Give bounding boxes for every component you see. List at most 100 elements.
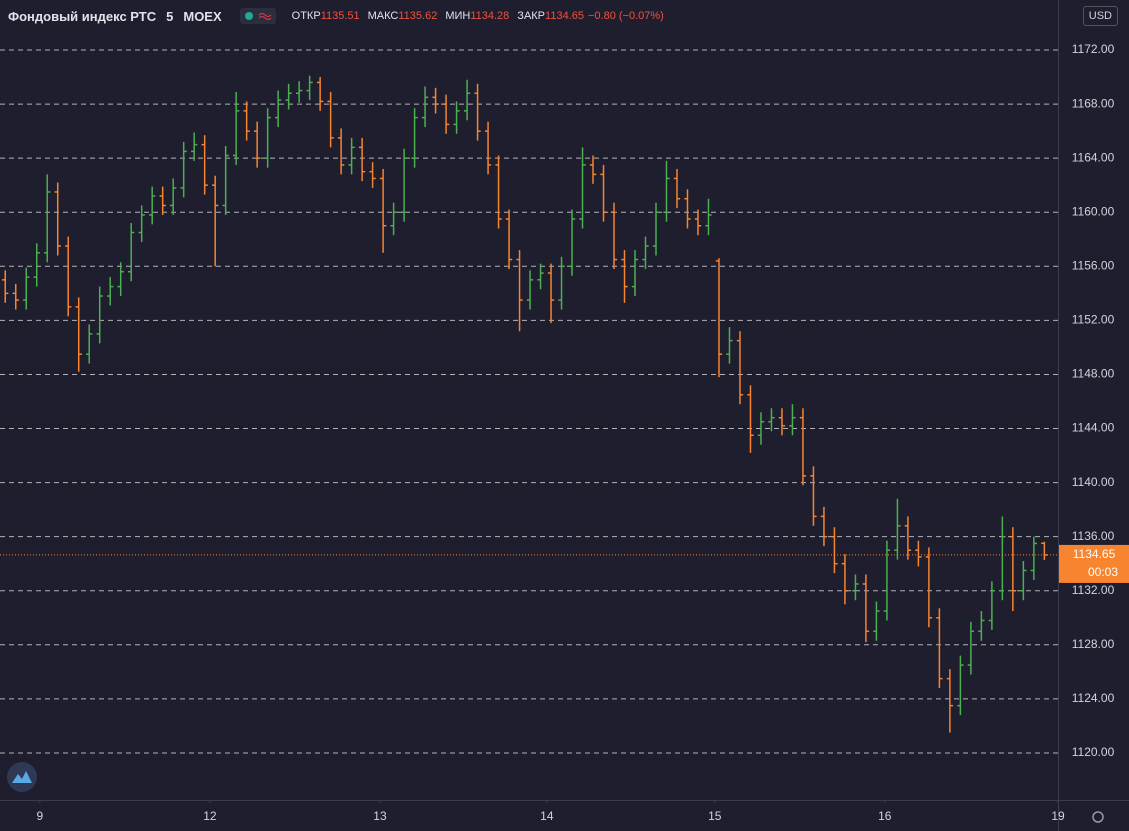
ohlc-bar: [936, 608, 943, 689]
ohlc-bar: [673, 168, 681, 209]
status-svg[interactable]: [244, 10, 272, 22]
ohlc-bar: [768, 408, 775, 432]
ohlc-bar: [484, 121, 492, 175]
ohlc-bar: [1009, 527, 1017, 612]
y-tick-label: 1148.00: [1072, 367, 1115, 381]
ohlc-bar: [799, 408, 807, 486]
close-label: ЗАКР: [517, 10, 546, 22]
ohlc-bar: [789, 404, 796, 436]
ohlc-bar: [86, 324, 93, 364]
low-value: 1134.28: [470, 10, 510, 22]
ohlc-bar: [306, 75, 313, 101]
x-tick-label: 19: [1051, 809, 1065, 823]
y-tick-label: 1164.00: [1072, 150, 1115, 164]
ohlc-bar: [810, 466, 817, 526]
ohlc-bar: [610, 202, 618, 270]
symbol-title: Фондовый индекс РТС: [8, 8, 157, 24]
low-label: МИН: [445, 10, 471, 22]
ohlc-bar: [33, 243, 40, 287]
ohlc-bar: [957, 655, 964, 716]
ohlc-bar: [128, 223, 135, 282]
ohlc-bar: [600, 164, 607, 222]
ohlc-bar: [180, 141, 187, 198]
y-tick-label: 1136.00: [1072, 529, 1115, 543]
x-tick-label: 15: [708, 809, 722, 823]
gear[interactable]: [1092, 811, 1104, 823]
ohlc-bar: [820, 506, 828, 547]
logo-circle[interactable]: [7, 762, 37, 792]
ohlc-bar: [295, 81, 303, 103]
ohlc-bar: [747, 385, 754, 453]
ohlc-bar: [400, 148, 408, 222]
ohlc-bar: [212, 175, 219, 267]
y-tick-label: 1140.00: [1072, 475, 1115, 489]
ohlc-bar: [715, 258, 723, 378]
ohlc-bar: [421, 86, 429, 128]
y-tick-label: 1132.00: [1072, 583, 1115, 597]
status-wave[interactable]: [258, 13, 272, 20]
ohlc-bar: [894, 498, 901, 560]
status-icons[interactable]: [239, 8, 276, 24]
ohlc-bar: [191, 132, 198, 161]
ohlc-bar: [967, 621, 975, 675]
ohlc-bar: [264, 108, 271, 168]
ohlc-bar: [999, 516, 1006, 601]
y-tick-label: 1160.00: [1072, 204, 1115, 218]
ohlc-bar: [138, 205, 145, 242]
currency-button[interactable]: USD: [1082, 6, 1118, 26]
high-label: МАКС: [367, 10, 399, 22]
ohlc-bar: [327, 91, 334, 148]
ohlc-bar: [852, 574, 859, 601]
ohlc-bar: [2, 270, 9, 303]
x-tick-label: 12: [203, 809, 217, 823]
ohlc-bar: [684, 189, 691, 229]
ohlc-bar: [149, 186, 156, 225]
ohlc-bar: [642, 236, 649, 270]
ohlc-bar: [316, 77, 324, 111]
ohlc-bar: [631, 250, 639, 297]
ohlc-bar: [873, 601, 880, 641]
ohlc-bar: [474, 83, 481, 141]
ohlc-bar: [904, 516, 912, 560]
ohlc-bar: [117, 262, 124, 297]
ohlc-bar: [831, 527, 838, 574]
y-tick-label: 1144.00: [1072, 421, 1115, 435]
ohlc-bar: [453, 101, 460, 134]
ohlc-bar: [568, 209, 576, 276]
ohlc-bar: [883, 540, 891, 621]
ohlc-bar: [411, 108, 418, 168]
ohlc-bar: [44, 174, 51, 263]
ohlc-bar: [65, 236, 72, 317]
ohlc-bar: [778, 408, 786, 436]
y-tick-label: 1124.00: [1072, 691, 1115, 705]
logo-mark[interactable]: [12, 771, 32, 783]
ohlc-bar: [107, 277, 114, 306]
ohlc-bar: [243, 101, 250, 141]
ohlc-bar: [1020, 561, 1027, 601]
y-tick-label: 1120.00: [1072, 745, 1115, 759]
settings-icon[interactable]: [1092, 811, 1104, 823]
ohlc-bar: [390, 202, 397, 236]
ohlc-bar: [96, 286, 103, 344]
ohlc-bar: [736, 331, 744, 405]
interval: 5: [166, 8, 174, 24]
status-dot[interactable]: [244, 12, 253, 20]
ohlc-bar: [201, 135, 208, 195]
logo[interactable]: [7, 762, 37, 792]
ohlc-bar: [537, 263, 544, 290]
ohlc-bar: [946, 669, 954, 733]
ohlc-bar: [547, 263, 555, 324]
ohlc-bar: [75, 297, 82, 372]
legend-header: Фондовый индекс РТС 5 MOEX ОТКР 1135.51 …: [8, 6, 664, 26]
ohlc-bar: [558, 256, 565, 310]
ohlc-bar: [726, 327, 733, 364]
ohlc-bar: [170, 178, 177, 215]
y-tick-label: 1168.00: [1072, 96, 1115, 110]
ohlc-bar: [589, 155, 597, 184]
y-tick-label: 1172.00: [1072, 42, 1115, 56]
ohlc-bar: [222, 145, 229, 215]
